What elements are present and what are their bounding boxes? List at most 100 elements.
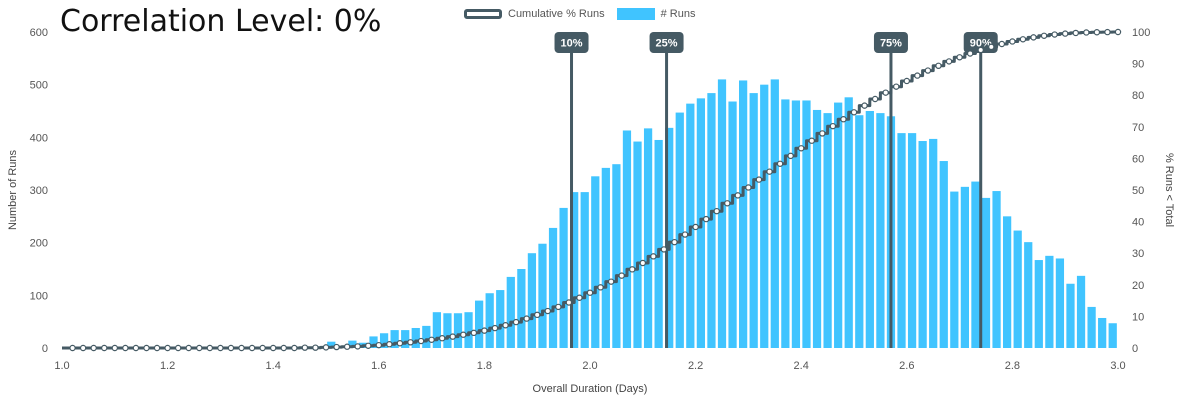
cumulative-point: [217, 344, 224, 352]
cumulative-point: [945, 58, 953, 65]
bar: [622, 130, 632, 348]
legend-line-label: Cumulative % Runs: [508, 8, 605, 20]
bar: [971, 181, 980, 348]
cumulative-point: [1051, 31, 1058, 38]
bar: [654, 139, 663, 348]
cumulative-point: [829, 122, 837, 130]
cumulative-point: [903, 77, 911, 85]
cumulative-point: [629, 266, 636, 273]
cumulative-point: [291, 344, 298, 352]
cumulative-point: [555, 303, 562, 311]
cumulative-point: [681, 231, 689, 238]
cumulative-point: [1072, 29, 1079, 37]
cumulative-point: [206, 344, 214, 352]
cumulative-point: [819, 130, 826, 137]
bar: [601, 167, 610, 348]
cumulative-point: [417, 337, 425, 345]
bar: [612, 164, 621, 348]
y-tick-label: 500: [30, 80, 48, 92]
legend: Cumulative % Runs # Runs: [464, 8, 695, 20]
cumulative-point: [618, 272, 625, 279]
bar: [1024, 242, 1033, 348]
y-tick-label: 100: [30, 290, 48, 302]
cumulative-point: [1114, 28, 1122, 36]
cumulative-point: [1030, 34, 1037, 41]
cumulative-point: [914, 72, 921, 79]
cumulative-point: [650, 253, 657, 260]
cumulative-point: [871, 95, 879, 103]
bar: [781, 99, 790, 348]
bar: [453, 313, 463, 348]
x-tick-label: 1.4: [266, 360, 281, 372]
bar: [739, 80, 748, 348]
cumulative-point: [882, 89, 889, 96]
bar: [1045, 255, 1054, 348]
bar: [1003, 216, 1012, 348]
bar: [432, 312, 441, 348]
bar: [897, 133, 906, 348]
cumulative-point: [111, 344, 119, 352]
y2-tick-label: 50: [1132, 185, 1144, 197]
bar: [327, 341, 336, 348]
cumulative-point: [407, 339, 414, 346]
bars-layer: [295, 79, 1117, 349]
cumulative-line: [62, 30, 1118, 350]
bar: [1034, 260, 1043, 348]
percentile-label: 75%: [880, 38, 902, 50]
cumulative-point: [787, 152, 794, 160]
cumulative-point: [259, 344, 266, 352]
y-tick-label: 0: [42, 343, 48, 355]
bar: [907, 133, 917, 348]
cumulative-point: [238, 344, 245, 352]
bar: [749, 93, 758, 349]
bar: [791, 100, 801, 348]
cumulative-point: [713, 207, 720, 215]
bar: [485, 293, 494, 348]
axes-layer: 0 100 200 300 400 500 600 0 10 20 30 40 50 60 70 80 90 10…: [7, 27, 1175, 395]
bar: [834, 102, 843, 348]
cumulative-point: [692, 223, 699, 231]
cumulative-point: [1009, 38, 1016, 45]
bar: [1013, 230, 1022, 348]
cumulative-point: [1061, 30, 1069, 37]
cumulative-point: [502, 322, 509, 329]
x-tick-label: 2.6: [899, 360, 914, 372]
percentile-label: 10%: [561, 38, 583, 50]
x-tick-label: 2.2: [688, 360, 703, 372]
y2-tick-label: 10: [1132, 311, 1144, 323]
cumulative-point: [956, 54, 963, 61]
cumulative-point: [966, 50, 974, 57]
cumulative-point: [597, 284, 604, 291]
cumulative-line-layer: [62, 28, 1122, 352]
legend-bar-swatch: [616, 8, 655, 20]
bar: [992, 191, 1001, 348]
bar: [464, 312, 473, 348]
y2-tick-label: 30: [1132, 248, 1144, 260]
y2-tick-label: 90: [1132, 59, 1144, 71]
bar: [538, 243, 547, 348]
cumulative-point: [491, 324, 499, 332]
cumulative-point: [808, 137, 815, 144]
bar: [517, 269, 526, 348]
bar: [760, 84, 769, 349]
y2-tick-label: 80: [1132, 90, 1144, 102]
cumulative-point: [565, 299, 573, 306]
cumulative-point: [523, 315, 530, 322]
cumulative-point: [702, 215, 710, 223]
bar: [369, 336, 378, 348]
cumulative-point: [544, 307, 551, 315]
y-tick-label: 200: [30, 238, 48, 250]
x-tick-label: 3.0: [1110, 360, 1125, 372]
cumulative-point: [196, 344, 203, 352]
cumulative-point: [988, 43, 995, 51]
bar: [1087, 306, 1096, 348]
y2-tick-label: 60: [1132, 153, 1144, 165]
cumulative-point: [375, 341, 382, 349]
cumulative-point: [1093, 29, 1101, 36]
bar: [506, 276, 515, 348]
x-tick-label: 2.0: [582, 360, 597, 372]
bar: [411, 327, 420, 348]
cumulative-point: [280, 344, 287, 352]
cumulative-point: [924, 67, 932, 74]
